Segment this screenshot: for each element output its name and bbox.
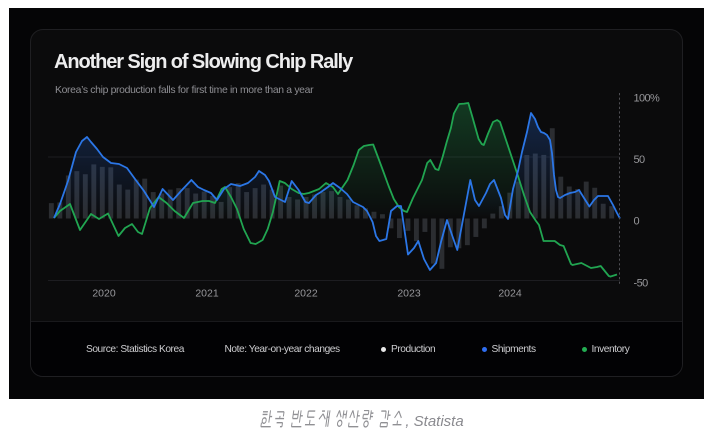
svg-text:0: 0 (634, 215, 640, 227)
svg-text:2021: 2021 (195, 287, 219, 299)
svg-text:50: 50 (634, 154, 646, 166)
svg-text:2024: 2024 (498, 287, 522, 299)
svg-text:-50: -50 (634, 277, 649, 289)
svg-text:2023: 2023 (397, 287, 421, 299)
svg-text:2020: 2020 (92, 287, 116, 299)
svg-text:100%: 100% (634, 92, 661, 104)
svg-text:2022: 2022 (294, 287, 318, 299)
